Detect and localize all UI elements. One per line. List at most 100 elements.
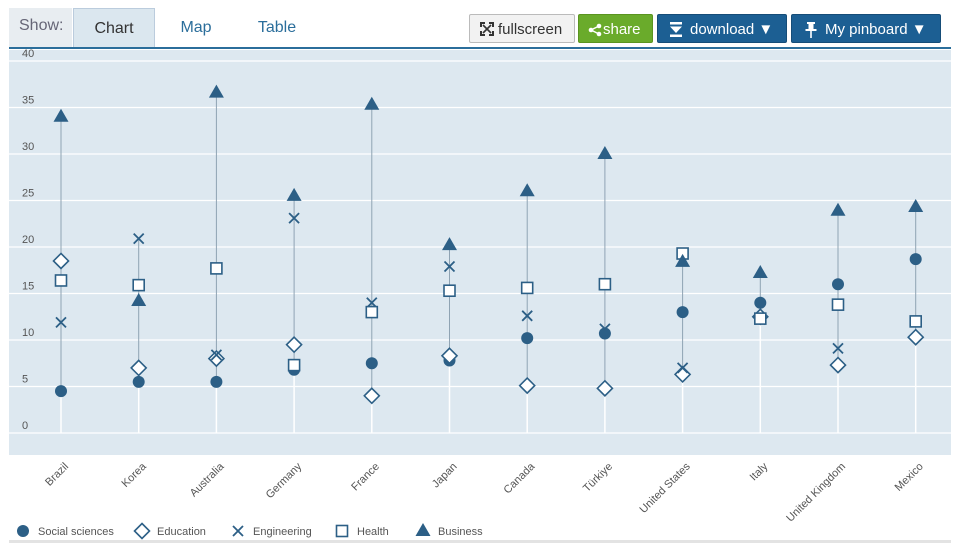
legend-marker-engineering <box>232 525 244 537</box>
x-tick-label: Türkiye <box>581 461 615 495</box>
point-social-sciences <box>55 385 67 398</box>
point-social-sciences <box>365 357 378 370</box>
x-tick-label: Korea <box>120 460 150 490</box>
point-business <box>53 108 69 122</box>
point-social-sciences <box>676 306 689 319</box>
point-health <box>287 358 301 372</box>
legend-label: Health <box>357 526 389 538</box>
download-button[interactable]: download ▼ <box>657 14 787 43</box>
point-social-sciences <box>598 327 611 340</box>
plot-area <box>9 50 951 455</box>
y-tick-label: 30 <box>22 141 34 153</box>
show-label: Show: <box>9 8 72 47</box>
point-engineering <box>676 362 689 374</box>
point-business <box>208 84 224 98</box>
fullscreen-icon <box>480 22 494 36</box>
toolbar: Show: Chart Map Table fullscreen share d… <box>9 8 951 49</box>
x-tick-label: Canada <box>502 460 538 496</box>
point-social-sciences <box>132 375 145 388</box>
point-engineering <box>288 212 300 224</box>
y-tick-label: 25 <box>22 188 34 200</box>
point-health <box>443 284 456 298</box>
download-icon <box>670 22 682 37</box>
point-education <box>207 349 226 368</box>
point-health <box>54 274 68 287</box>
tab-table[interactable]: Table <box>257 19 297 36</box>
point-health <box>909 315 923 328</box>
point-education <box>440 347 459 365</box>
fullscreen-label: fullscreen <box>498 21 563 38</box>
point-engineering <box>443 260 456 273</box>
pinboard-label: My pinboard ▼ <box>825 21 927 38</box>
point-social-sciences <box>521 332 534 345</box>
share-icon <box>588 23 602 37</box>
point-business <box>830 202 846 216</box>
point-engineering <box>832 342 844 355</box>
y-tick-label: 35 <box>22 95 34 107</box>
share-button[interactable]: share <box>578 14 653 43</box>
point-engineering <box>521 310 533 322</box>
point-engineering <box>599 323 611 335</box>
point-education <box>363 387 381 405</box>
x-tick-label: United Kingdom <box>784 461 848 525</box>
y-tick-label: 10 <box>22 327 34 339</box>
point-business <box>908 199 924 213</box>
point-health <box>210 262 223 275</box>
point-education <box>130 359 148 377</box>
point-business <box>597 146 613 159</box>
x-tick-label: Mexico <box>893 461 926 494</box>
point-social-sciences <box>909 253 922 266</box>
tab-map[interactable]: Map <box>180 19 212 36</box>
point-engineering <box>55 316 67 328</box>
share-label: share <box>603 21 641 38</box>
point-education <box>829 356 847 374</box>
point-engineering <box>210 349 223 361</box>
x-tick-label: Australia <box>188 460 227 499</box>
point-health <box>598 277 612 291</box>
point-social-sciences <box>832 278 844 291</box>
x-tick-label: Germany <box>264 460 305 501</box>
point-health <box>520 281 534 295</box>
fullscreen-button[interactable]: fullscreen <box>469 14 575 43</box>
point-social-sciences <box>754 296 767 309</box>
point-health <box>753 312 767 325</box>
legend-label: Engineering <box>253 526 312 538</box>
point-business <box>286 187 302 201</box>
y-tick-label: 15 <box>22 281 34 293</box>
x-tick-label: Japan <box>430 461 460 491</box>
y-tick-label: 0 <box>22 420 28 432</box>
y-tick-label: 40 <box>22 48 34 60</box>
x-tick-label: United States <box>638 460 694 516</box>
point-business <box>752 265 768 279</box>
legend-marker-social-sciences <box>17 525 29 537</box>
legend-marker-education <box>133 522 151 540</box>
point-business <box>131 292 147 306</box>
legend-label: Education <box>157 526 206 538</box>
point-education <box>596 379 614 397</box>
point-health <box>831 298 845 311</box>
point-education <box>518 376 536 395</box>
legend-marker-health <box>335 524 349 538</box>
point-education <box>52 252 70 270</box>
point-education <box>285 336 303 354</box>
point-engineering <box>133 232 145 245</box>
download-label: download ▼ <box>690 21 774 38</box>
point-health <box>365 305 379 319</box>
legend-label: Social sciences <box>38 526 114 538</box>
bottom-divider <box>9 540 951 543</box>
x-tick-label: France <box>349 461 382 494</box>
point-business <box>442 237 457 251</box>
point-education <box>907 328 925 346</box>
pinboard-button[interactable]: My pinboard ▼ <box>791 14 941 43</box>
pin-icon <box>805 22 817 38</box>
x-tick-label: Italy <box>748 460 771 483</box>
point-health <box>132 278 145 292</box>
y-tick-label: 5 <box>22 374 28 386</box>
point-business <box>675 253 691 267</box>
tab-chart[interactable]: Chart <box>73 8 155 47</box>
x-tick-label: Brazil <box>43 461 71 489</box>
y-tick-label: 20 <box>22 234 34 246</box>
point-business <box>519 183 535 197</box>
point-business <box>364 96 380 110</box>
